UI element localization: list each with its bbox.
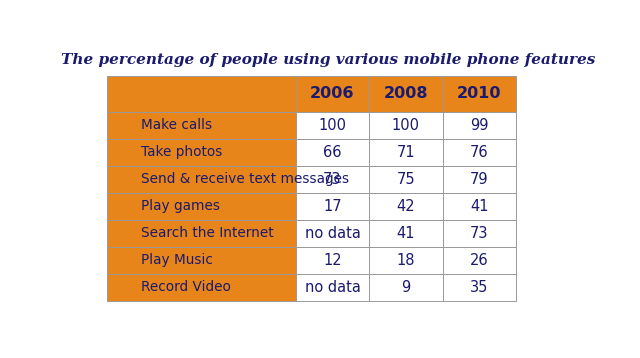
- Bar: [296, 247, 369, 274]
- Text: 99: 99: [470, 118, 488, 133]
- Text: The percentage of people using various mobile phone features: The percentage of people using various m…: [61, 53, 595, 67]
- Bar: [369, 112, 443, 139]
- Text: 79: 79: [470, 172, 488, 187]
- Text: 71: 71: [397, 145, 415, 160]
- Bar: [443, 139, 516, 166]
- Text: 75: 75: [397, 172, 415, 187]
- Bar: [296, 112, 369, 139]
- Text: 2006: 2006: [310, 87, 355, 101]
- Text: Send & receive text messages: Send & receive text messages: [141, 173, 349, 187]
- Bar: [443, 274, 516, 301]
- Text: Record Video: Record Video: [141, 280, 230, 295]
- Bar: [108, 139, 296, 166]
- Text: Search the Internet: Search the Internet: [141, 227, 273, 241]
- Bar: [369, 247, 443, 274]
- Bar: [108, 220, 296, 247]
- Text: 42: 42: [397, 199, 415, 214]
- Bar: [443, 193, 516, 220]
- Bar: [296, 76, 369, 112]
- Bar: [108, 166, 296, 193]
- Text: 100: 100: [319, 118, 346, 133]
- Bar: [443, 220, 516, 247]
- Text: no data: no data: [305, 280, 360, 295]
- Text: no data: no data: [305, 226, 360, 241]
- Text: 9: 9: [401, 280, 410, 295]
- Text: 73: 73: [470, 226, 488, 241]
- Text: 2010: 2010: [457, 87, 502, 101]
- Bar: [443, 112, 516, 139]
- Bar: [369, 193, 443, 220]
- Bar: [443, 166, 516, 193]
- Bar: [369, 274, 443, 301]
- Text: Take photos: Take photos: [141, 145, 222, 159]
- Bar: [443, 76, 516, 112]
- Bar: [296, 274, 369, 301]
- Text: 18: 18: [397, 253, 415, 268]
- Text: 17: 17: [323, 199, 342, 214]
- Bar: [108, 274, 296, 301]
- Text: 35: 35: [470, 280, 488, 295]
- Bar: [108, 193, 296, 220]
- Bar: [296, 193, 369, 220]
- Text: 76: 76: [470, 145, 488, 160]
- Text: 26: 26: [470, 253, 488, 268]
- Text: 12: 12: [323, 253, 342, 268]
- Bar: [296, 139, 369, 166]
- Text: 73: 73: [323, 172, 342, 187]
- Text: 100: 100: [392, 118, 420, 133]
- Bar: [108, 76, 296, 112]
- Bar: [369, 220, 443, 247]
- Bar: [108, 112, 296, 139]
- Bar: [369, 166, 443, 193]
- Bar: [296, 220, 369, 247]
- Bar: [296, 166, 369, 193]
- Bar: [369, 76, 443, 112]
- Text: Play Music: Play Music: [141, 253, 212, 267]
- Bar: [108, 247, 296, 274]
- Bar: [369, 139, 443, 166]
- Text: 2008: 2008: [383, 87, 428, 101]
- Text: Play games: Play games: [141, 199, 220, 213]
- Text: 41: 41: [470, 199, 488, 214]
- Text: 41: 41: [397, 226, 415, 241]
- Text: 66: 66: [323, 145, 342, 160]
- Text: Make calls: Make calls: [141, 118, 212, 132]
- Bar: [443, 247, 516, 274]
